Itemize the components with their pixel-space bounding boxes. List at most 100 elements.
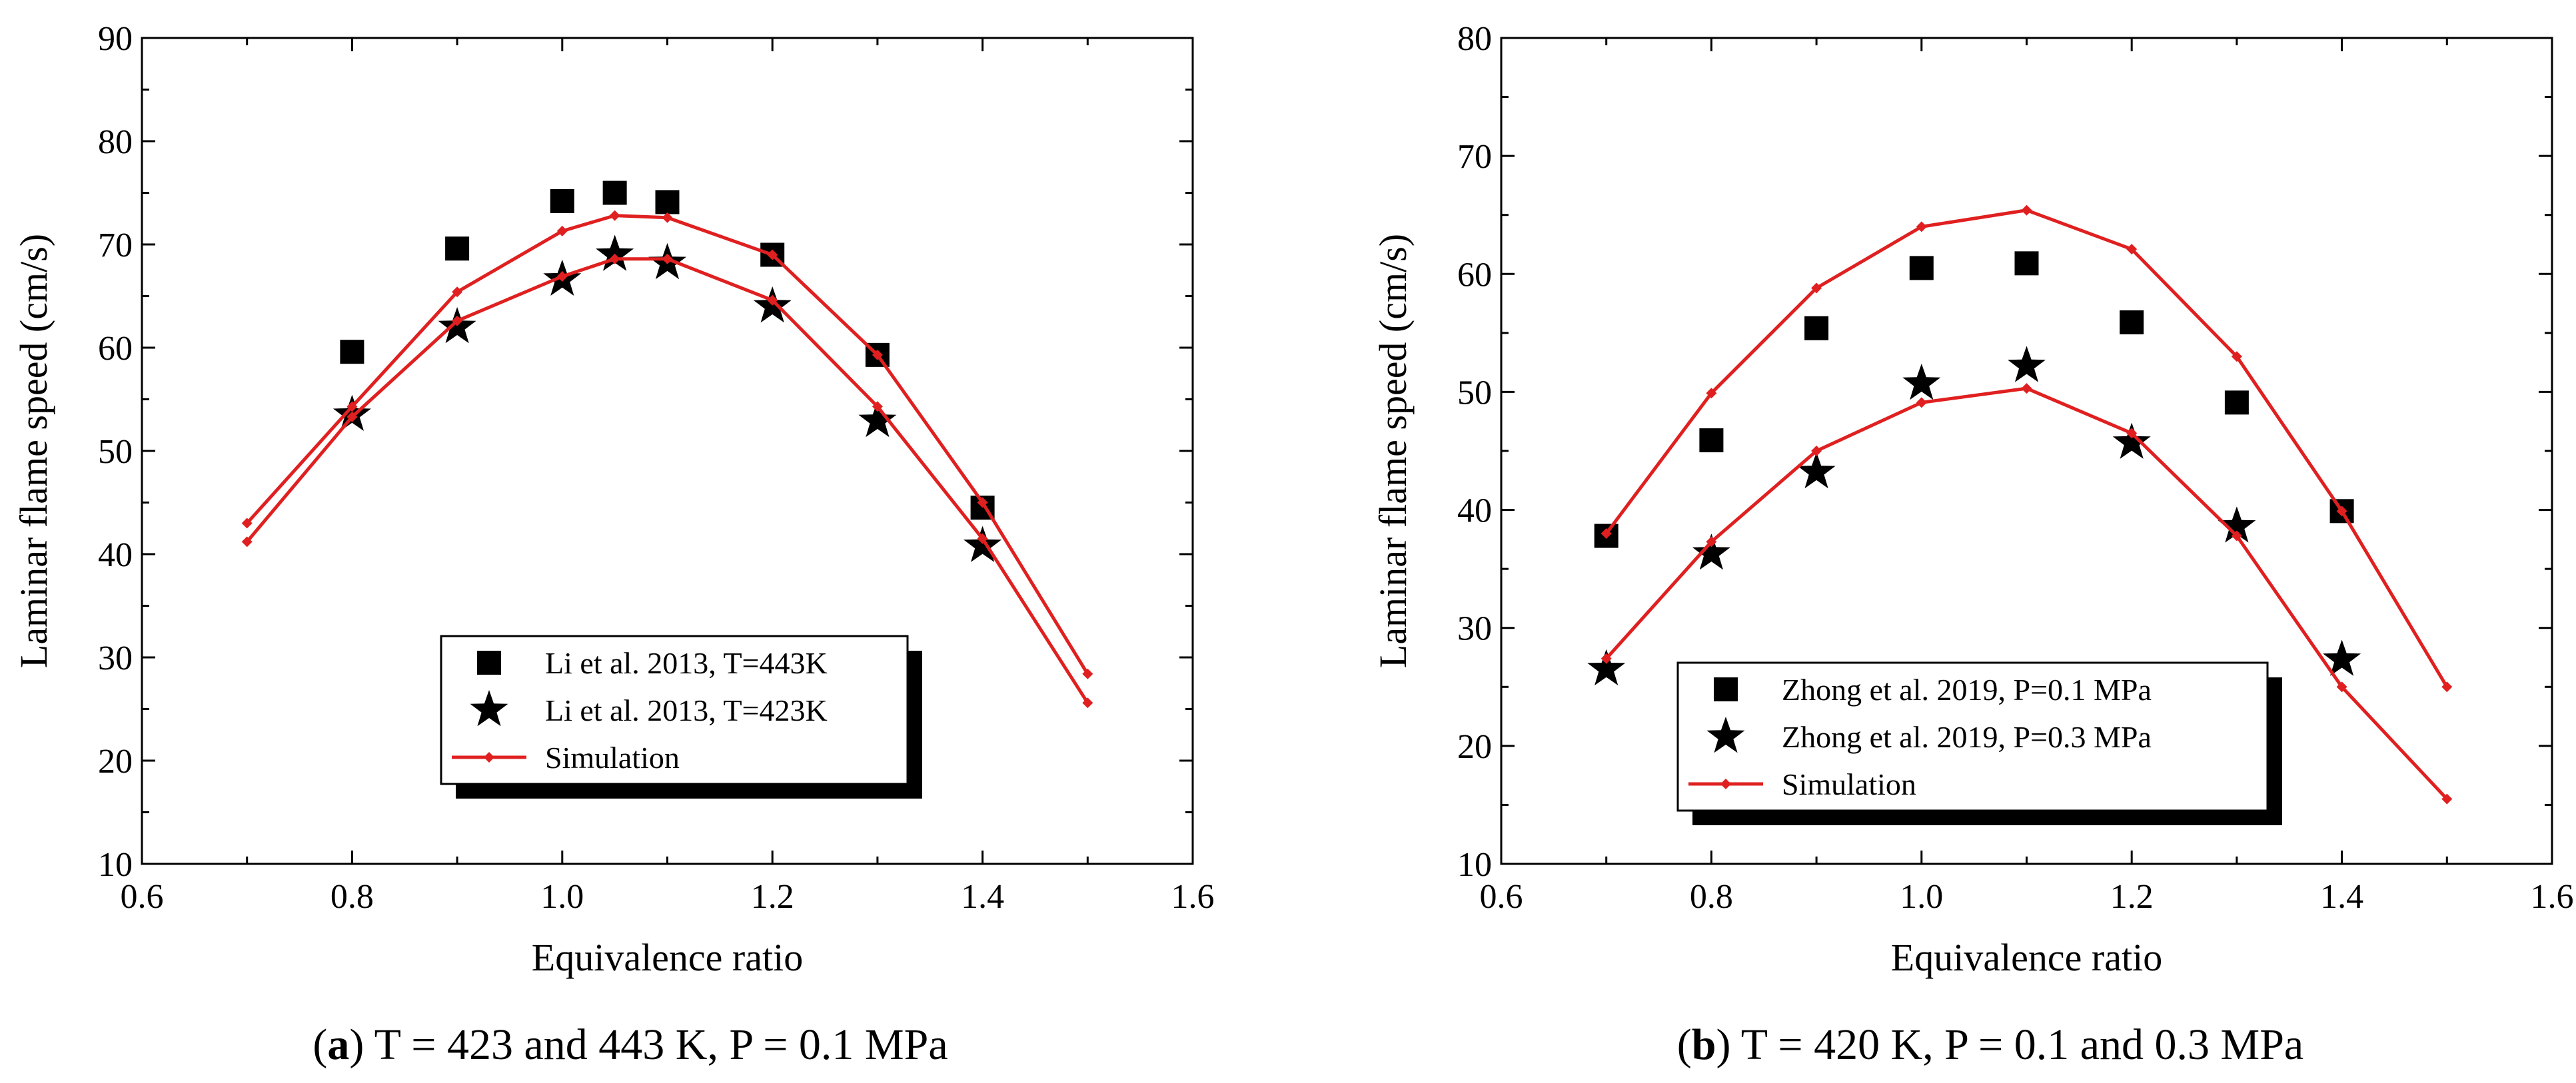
x-tick-label: 1.2	[751, 878, 794, 916]
y-tick-label: 90	[98, 20, 133, 58]
caption-panel-label: b	[1692, 1020, 1716, 1069]
simulation-point	[2441, 793, 2453, 805]
data-point-square	[550, 188, 574, 213]
simulation-point	[241, 536, 253, 547]
simulation-point	[977, 497, 988, 508]
data-point-square	[1909, 256, 1934, 280]
data-point-square	[2120, 310, 2144, 334]
simulation-point	[2021, 383, 2032, 394]
simulation-point	[662, 253, 673, 264]
x-tick-label: 1.4	[961, 878, 1004, 916]
legend-entry-label: Li et al. 2013, T=423K	[545, 693, 828, 727]
data-point-square	[340, 340, 364, 364]
y-axis-title: Laminar flame speed (cm/s)	[1371, 234, 1415, 668]
data-point-square	[1804, 316, 1829, 340]
data-point-star	[1797, 452, 1836, 489]
y-tick-label: 30	[98, 639, 133, 677]
series-0	[1594, 251, 2354, 548]
simulation-point	[452, 286, 463, 298]
series-0	[340, 180, 995, 520]
data-point-star	[2008, 346, 2046, 382]
y-tick-label: 50	[1457, 374, 1492, 412]
series-1	[1587, 346, 2361, 685]
x-tick-label: 0.6	[121, 878, 164, 916]
x-axis-title: Equivalence ratio	[1891, 936, 2162, 979]
legend-entry-label: Simulation	[545, 741, 680, 775]
simulation-line	[1605, 208, 2449, 688]
y-tick-label: 70	[98, 226, 133, 264]
legend: Li et al. 2013, T=443K Li et al. 2013, T=…	[440, 635, 922, 799]
chart-panel-a: 0.6 0.8 1.0 1.2 1.4 1.6 10 20 30 40 50 60 70 80 90 Equi…	[12, 20, 1215, 1069]
series-3	[241, 253, 1093, 709]
x-tick-label: 0.6	[1480, 878, 1523, 916]
data-point-square	[445, 236, 470, 261]
caption-paren-open: (	[1677, 1020, 1692, 1069]
caption-text: T = 423 and 443 K, P = 0.1 MPa	[364, 1020, 948, 1069]
simulation-point	[1811, 446, 1822, 456]
simulation-point	[346, 411, 358, 422]
chart-panel-b: 0.6 0.8 1.0 1.2 1.4 1.6 10 20 30 40 50 60 70 80 Equiva…	[1371, 20, 2574, 1069]
y-tick-label: 40	[1457, 492, 1492, 530]
simulation-point	[452, 315, 463, 326]
simulation-point	[1706, 536, 1717, 547]
data-point-star	[2112, 422, 2151, 459]
y-tick-label: 60	[1457, 256, 1492, 294]
caption-paren-close: )	[1716, 1020, 1730, 1069]
simulation-point	[556, 225, 568, 236]
simulation-point	[2231, 530, 2242, 542]
caption-paren-close: )	[349, 1020, 364, 1069]
data-point-square	[655, 190, 680, 214]
y-tick-label: 20	[1457, 728, 1492, 766]
y-tick-label: 80	[98, 123, 133, 161]
simulation-point	[1601, 528, 1612, 539]
legend-marker-square	[477, 651, 501, 675]
simulation-point	[2126, 244, 2138, 255]
series-2	[1601, 204, 2453, 693]
simulation-point	[346, 401, 358, 412]
series-2	[241, 210, 1093, 679]
data-point-square	[602, 180, 627, 205]
legend-marker-square	[1714, 677, 1738, 701]
data-point-star	[2218, 506, 2256, 543]
y-tick-label: 40	[98, 536, 133, 574]
simulation-point	[609, 210, 620, 221]
data-point-square	[2224, 390, 2249, 415]
y-tick-label: 10	[98, 846, 133, 884]
legend-entry-label: Li et al. 2013, T=443K	[545, 646, 828, 680]
y-tick-label: 30	[1457, 610, 1492, 648]
y-tick-label: 20	[98, 743, 133, 781]
legend-entry-label: Simulation	[1782, 767, 1916, 801]
figure-caption: (a) T = 423 and 443 K, P = 0.1 MPa	[313, 1020, 948, 1069]
simulation-point	[872, 349, 883, 360]
simulation-line	[245, 257, 1089, 704]
x-tick-label: 1.2	[2110, 878, 2154, 916]
simulation-point	[977, 533, 988, 544]
x-tick-label: 0.8	[330, 878, 374, 916]
legend: Zhong et al. 2019, P=0.1 MPa Zhong et al.…	[1676, 661, 2282, 825]
simulation-point	[2336, 681, 2347, 693]
simulation-point	[2231, 351, 2242, 362]
y-tick-label: 50	[98, 433, 133, 471]
y-tick-label: 80	[1457, 20, 1492, 58]
data-point-square	[2014, 251, 2039, 276]
simulation-point	[662, 212, 673, 223]
simulation-point	[1601, 653, 1612, 664]
figure-caption: (b) T = 420 K, P = 0.1 and 0.3 MPa	[1677, 1020, 2303, 1069]
y-axis-title: Laminar flame speed (cm/s)	[12, 234, 55, 668]
data-point-star	[858, 401, 897, 438]
simulation-point	[1916, 221, 1927, 232]
x-tick-label: 1.0	[1900, 878, 1943, 916]
legend-entry-label: Zhong et al. 2019, P=0.3 MPa	[1782, 720, 2152, 754]
data-point-star	[1692, 534, 1730, 570]
caption-panel-label: a	[327, 1020, 349, 1069]
simulation-point	[1082, 668, 1093, 679]
legend-marker-star	[1706, 717, 1745, 753]
x-tick-label: 1.0	[540, 878, 584, 916]
data-point-star	[2323, 639, 2361, 676]
data-point-square	[1699, 428, 1724, 453]
caption-paren-open: (	[313, 1020, 327, 1069]
y-tick-label: 70	[1457, 138, 1492, 176]
simulation-point	[2021, 204, 2032, 216]
simulation-point	[241, 518, 253, 529]
